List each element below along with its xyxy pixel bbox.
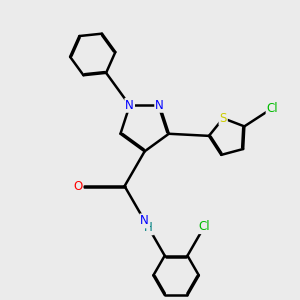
Text: S: S (220, 112, 227, 125)
Text: Cl: Cl (198, 220, 210, 233)
Text: Cl: Cl (267, 102, 278, 115)
Text: N: N (140, 214, 149, 227)
Text: N: N (125, 99, 134, 112)
Text: H: H (144, 221, 153, 234)
Text: N: N (155, 99, 164, 112)
Text: O: O (73, 180, 83, 193)
